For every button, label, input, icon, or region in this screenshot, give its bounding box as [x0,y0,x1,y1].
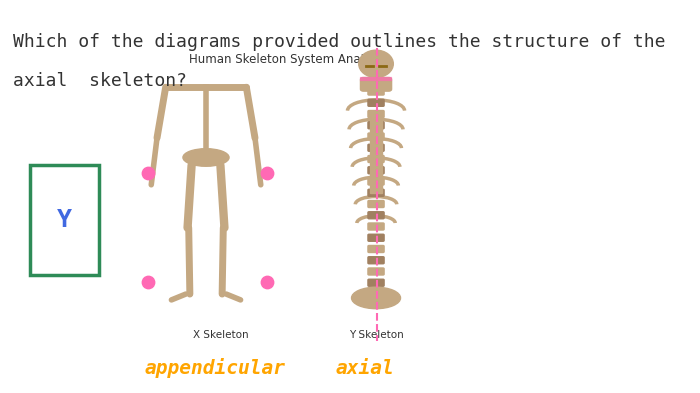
FancyBboxPatch shape [368,257,384,264]
Text: axial: axial [335,359,394,378]
FancyBboxPatch shape [368,279,384,286]
FancyBboxPatch shape [368,178,384,185]
FancyBboxPatch shape [368,189,384,196]
Point [143,170,154,176]
Text: Y: Y [57,208,72,232]
FancyBboxPatch shape [368,212,384,219]
Ellipse shape [351,287,400,309]
Text: axial  skeleton?: axial skeleton? [13,72,187,90]
FancyBboxPatch shape [368,234,384,241]
Point [261,170,272,176]
Text: Human Skeleton System Anatomy: Human Skeleton System Anatomy [188,53,391,66]
Text: X Skeleton: X Skeleton [193,330,248,340]
FancyBboxPatch shape [368,246,384,253]
Text: appendicular: appendicular [144,358,285,378]
Text: Y Skeleton: Y Skeleton [349,330,403,340]
Text: Which of the diagrams provided outlines the structure of the: Which of the diagrams provided outlines … [13,33,666,51]
FancyBboxPatch shape [368,88,384,95]
FancyBboxPatch shape [368,99,384,106]
FancyBboxPatch shape [30,165,99,275]
Point [261,279,272,285]
FancyBboxPatch shape [368,122,384,129]
Ellipse shape [358,50,393,77]
FancyBboxPatch shape [368,144,384,151]
Ellipse shape [183,149,229,166]
FancyBboxPatch shape [368,200,384,208]
Point [143,279,154,285]
FancyBboxPatch shape [368,223,384,230]
FancyBboxPatch shape [368,133,384,140]
FancyBboxPatch shape [368,167,384,174]
FancyBboxPatch shape [360,77,391,91]
Bar [370,114,382,193]
FancyBboxPatch shape [368,110,384,118]
FancyBboxPatch shape [368,268,384,275]
FancyBboxPatch shape [368,156,384,163]
